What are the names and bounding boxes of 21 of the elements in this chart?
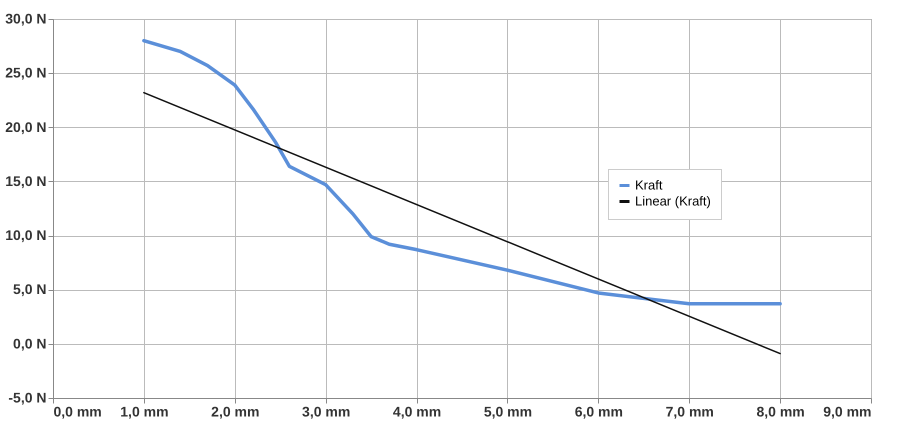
x-tick-label: 6,0 mm [574, 404, 623, 420]
x-tick-label: 7,0 mm [666, 404, 714, 420]
y-tick-label: 15,0 N [5, 172, 46, 189]
y-tick-label: 30,0 N [5, 10, 46, 26]
x-tick-label: 8,0 mm [756, 404, 805, 420]
y-tick-label: 25,0 N [5, 64, 46, 81]
legend-label: Kraft [635, 178, 663, 192]
legend-label: Linear (Kraft) [635, 194, 711, 208]
x-tick-label: 0,0 mm [54, 404, 102, 420]
line-series [142, 38, 782, 306]
x-tick-label: 2,0 mm [211, 404, 260, 420]
y-tick-label: 10,0 N [5, 227, 46, 244]
x-tick-label: 9,0 mm [823, 404, 872, 420]
y-tick-label: 0,0 N [13, 335, 46, 352]
x-tick-label: 1,0 mm [120, 404, 169, 420]
x-tick-label: 4,0 mm [392, 404, 442, 420]
y-tick-label: 5,0 N [13, 281, 46, 298]
y-tick-label: 20,0 N [5, 118, 46, 135]
x-tick-label: 5,0 mm [484, 404, 532, 420]
y-tick-label: -5,0 N [8, 390, 46, 406]
x-tick-label: 3,0 mm [302, 404, 350, 420]
